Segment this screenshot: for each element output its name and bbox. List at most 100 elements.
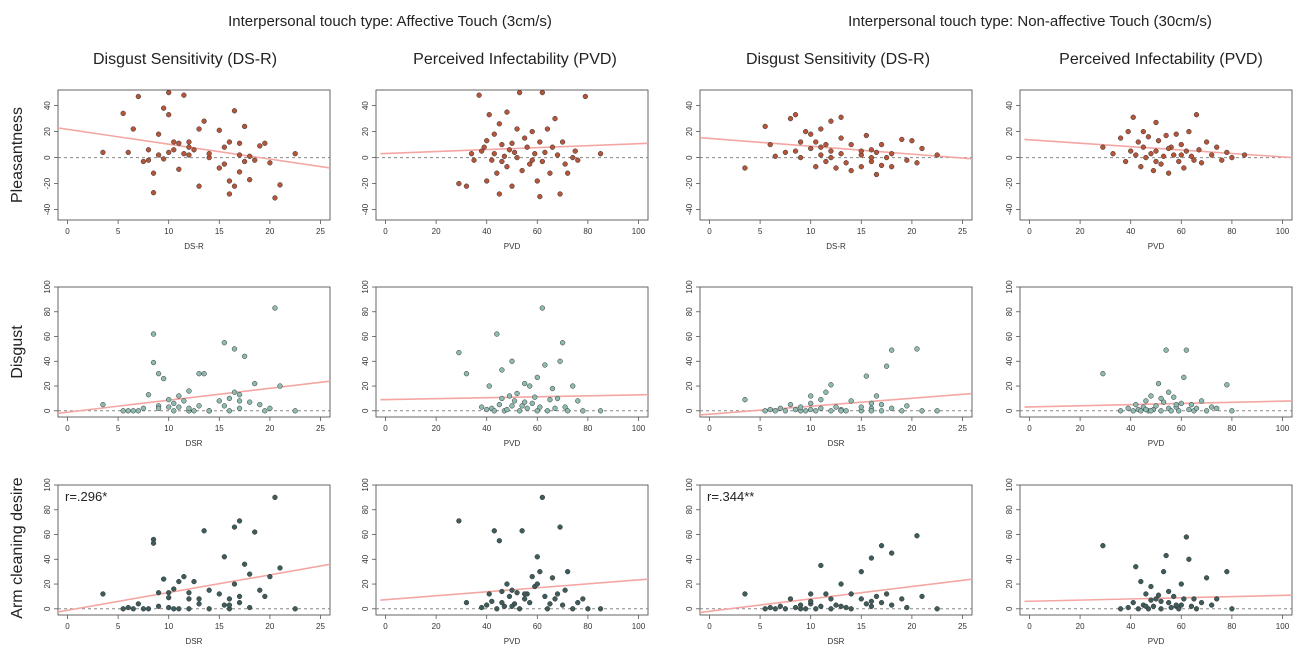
data-point <box>919 408 925 414</box>
y-tick-label: 100 <box>685 478 694 492</box>
data-point <box>833 602 839 608</box>
data-point <box>171 586 177 592</box>
x-tick-label: 5 <box>116 227 121 236</box>
data-point <box>823 141 829 148</box>
data-point <box>838 603 844 609</box>
y-tick-label: 60 <box>1005 530 1014 539</box>
data-point <box>552 405 558 411</box>
data-point <box>562 404 568 410</box>
plot-area <box>58 90 330 201</box>
data-point <box>1193 405 1200 411</box>
data-point <box>509 603 515 609</box>
data-point <box>1198 160 1205 166</box>
x-tick-label: 0 <box>65 622 70 631</box>
data-point <box>120 408 126 414</box>
data-point <box>889 347 895 353</box>
data-point <box>1196 147 1202 153</box>
data-point <box>252 380 258 387</box>
data-point <box>191 578 197 585</box>
data-point <box>150 190 157 196</box>
data-point <box>499 158 505 165</box>
data-point <box>160 156 167 162</box>
x-tick-label: 60 <box>1177 227 1186 236</box>
data-point <box>848 141 854 148</box>
data-point <box>236 518 243 524</box>
data-point <box>565 170 571 176</box>
data-point <box>1165 389 1172 395</box>
data-point <box>166 397 172 403</box>
data-point <box>797 139 804 145</box>
x-axis-label: DS-R <box>184 242 204 251</box>
x-tick-label: 15 <box>857 227 866 236</box>
data-point <box>1133 564 1139 570</box>
data-point <box>1155 138 1162 144</box>
y-tick-label: 100 <box>361 478 370 492</box>
data-point <box>1165 599 1172 606</box>
x-tick-label: 15 <box>215 424 224 433</box>
data-point <box>858 148 864 154</box>
data-point <box>150 170 157 176</box>
data-point <box>914 160 920 166</box>
data-point <box>883 363 890 369</box>
data-point <box>186 139 192 145</box>
data-point <box>1153 119 1159 126</box>
x-axis-label: PVD <box>1148 439 1165 448</box>
y-tick-label: 20 <box>43 127 52 136</box>
data-point <box>516 606 523 612</box>
data-point <box>767 141 773 148</box>
data-point <box>575 157 581 163</box>
data-point <box>176 393 182 399</box>
data-point <box>597 408 604 414</box>
y-tick-label: 0 <box>361 155 370 160</box>
data-point <box>828 148 834 154</box>
data-point <box>1188 153 1195 159</box>
x-tick-label: 5 <box>758 424 763 433</box>
data-point <box>100 401 106 408</box>
y-tick-label: 40 <box>1005 554 1014 563</box>
data-point <box>486 112 492 118</box>
y-tick-label: 40 <box>1005 356 1014 365</box>
data-point <box>537 569 543 575</box>
data-point <box>1143 603 1149 609</box>
regression-line <box>380 142 648 155</box>
data-point <box>277 182 283 188</box>
x-tick-label: 80 <box>1227 424 1236 433</box>
y-tick-label: 20 <box>1005 381 1014 390</box>
data-point <box>742 397 748 403</box>
data-point <box>934 606 940 612</box>
data-point <box>181 92 187 98</box>
data-point <box>150 540 157 546</box>
data-point <box>904 604 910 611</box>
data-point <box>155 152 162 158</box>
x-tick-label: 15 <box>857 424 866 433</box>
data-point <box>1229 154 1235 161</box>
data-point <box>468 151 475 157</box>
x-tick-label: 20 <box>1076 424 1085 433</box>
regression-line <box>380 393 648 401</box>
data-point <box>226 191 233 197</box>
x-tick-label: 80 <box>1227 227 1236 236</box>
data-point <box>521 380 528 387</box>
data-point <box>934 408 940 414</box>
y-tick-label: -20 <box>1005 177 1014 189</box>
data-point <box>818 152 824 158</box>
y-tick-label: 60 <box>361 332 370 341</box>
data-point <box>532 394 538 400</box>
data-point <box>1183 534 1190 540</box>
data-point <box>1209 602 1215 608</box>
data-point <box>226 408 233 414</box>
x-tick-label: 5 <box>758 622 763 631</box>
data-point <box>226 602 233 608</box>
data-point <box>262 140 268 146</box>
data-point <box>160 105 167 111</box>
data-point <box>1150 167 1157 174</box>
data-point <box>878 599 885 606</box>
data-point <box>486 591 492 597</box>
data-point <box>559 340 566 346</box>
data-point <box>155 405 162 411</box>
data-point <box>777 603 783 609</box>
y-tick-label: 0 <box>361 408 370 413</box>
data-point <box>216 591 222 597</box>
data-point <box>221 554 228 560</box>
data-point <box>216 398 222 404</box>
